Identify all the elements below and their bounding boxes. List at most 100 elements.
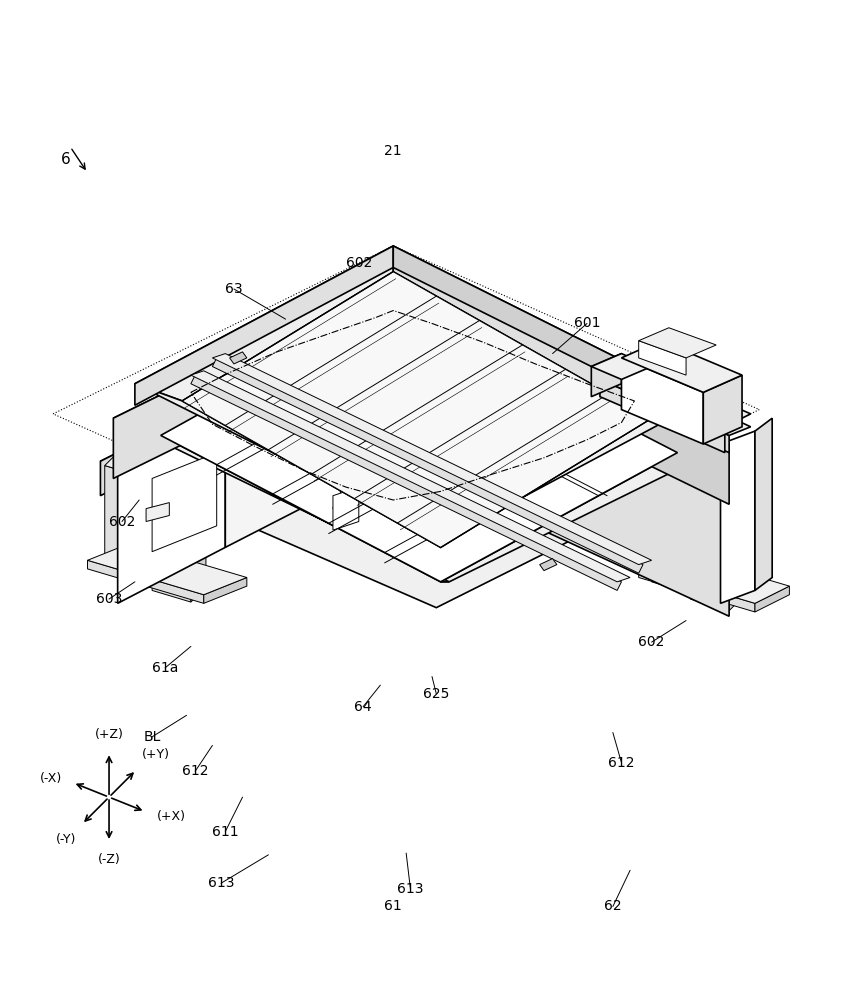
Polygon shape bbox=[634, 438, 689, 464]
Polygon shape bbox=[178, 435, 217, 550]
Polygon shape bbox=[161, 306, 677, 582]
Polygon shape bbox=[393, 315, 729, 616]
Polygon shape bbox=[230, 352, 247, 364]
Text: (+Y): (+Y) bbox=[142, 748, 169, 761]
Polygon shape bbox=[621, 341, 742, 392]
Polygon shape bbox=[638, 328, 716, 358]
Polygon shape bbox=[105, 466, 143, 581]
Text: (-X): (-X) bbox=[40, 772, 61, 785]
Polygon shape bbox=[152, 472, 206, 499]
Polygon shape bbox=[690, 475, 705, 593]
Text: 62: 62 bbox=[604, 899, 622, 913]
Text: 612: 612 bbox=[182, 764, 208, 778]
Text: BL: BL bbox=[143, 730, 161, 744]
Text: 64: 64 bbox=[354, 700, 372, 714]
Polygon shape bbox=[686, 410, 725, 453]
Polygon shape bbox=[393, 246, 703, 418]
Polygon shape bbox=[135, 403, 188, 430]
Text: 603: 603 bbox=[96, 592, 122, 606]
Text: (-Y): (-Y) bbox=[56, 833, 76, 846]
Polygon shape bbox=[146, 503, 169, 522]
Polygon shape bbox=[393, 280, 729, 453]
Polygon shape bbox=[634, 453, 673, 568]
Polygon shape bbox=[182, 272, 651, 547]
Polygon shape bbox=[143, 462, 159, 581]
Text: 21: 21 bbox=[384, 144, 402, 158]
Polygon shape bbox=[113, 280, 393, 435]
Polygon shape bbox=[393, 315, 729, 496]
Polygon shape bbox=[113, 280, 393, 478]
Polygon shape bbox=[191, 484, 206, 602]
Polygon shape bbox=[686, 397, 751, 427]
Polygon shape bbox=[152, 487, 191, 602]
Text: 613: 613 bbox=[397, 882, 423, 896]
Polygon shape bbox=[690, 481, 744, 507]
Polygon shape bbox=[217, 432, 232, 550]
Polygon shape bbox=[703, 375, 742, 444]
Polygon shape bbox=[595, 435, 634, 550]
Text: 6: 6 bbox=[61, 152, 71, 167]
Polygon shape bbox=[333, 487, 359, 530]
Polygon shape bbox=[393, 246, 703, 422]
Polygon shape bbox=[638, 552, 790, 603]
Polygon shape bbox=[135, 246, 393, 401]
Polygon shape bbox=[213, 358, 643, 573]
Polygon shape bbox=[337, 478, 359, 522]
Polygon shape bbox=[191, 371, 630, 582]
Polygon shape bbox=[118, 401, 226, 603]
Polygon shape bbox=[105, 450, 159, 477]
Text: 602: 602 bbox=[109, 515, 135, 529]
Text: 61a: 61a bbox=[152, 661, 178, 675]
Polygon shape bbox=[226, 315, 393, 547]
Polygon shape bbox=[591, 354, 651, 379]
Polygon shape bbox=[135, 418, 174, 533]
Text: 602: 602 bbox=[346, 256, 372, 270]
Polygon shape bbox=[755, 586, 790, 612]
Text: 625: 625 bbox=[423, 687, 449, 701]
Polygon shape bbox=[755, 418, 772, 590]
Polygon shape bbox=[651, 478, 690, 593]
Text: 611: 611 bbox=[212, 825, 238, 839]
Polygon shape bbox=[174, 415, 188, 533]
Text: (-Z): (-Z) bbox=[98, 853, 120, 866]
Polygon shape bbox=[638, 569, 755, 612]
Text: (+Z): (+Z) bbox=[94, 728, 124, 741]
Polygon shape bbox=[152, 453, 217, 552]
Text: 612: 612 bbox=[608, 756, 635, 770]
Polygon shape bbox=[135, 384, 445, 547]
Polygon shape bbox=[100, 315, 729, 608]
Polygon shape bbox=[673, 449, 689, 568]
Polygon shape bbox=[621, 358, 703, 444]
Polygon shape bbox=[651, 463, 705, 490]
Polygon shape bbox=[600, 367, 751, 435]
Polygon shape bbox=[600, 379, 729, 453]
Polygon shape bbox=[178, 420, 232, 447]
Polygon shape bbox=[191, 375, 621, 590]
Polygon shape bbox=[182, 272, 651, 547]
Polygon shape bbox=[441, 444, 729, 582]
Text: 601: 601 bbox=[574, 316, 600, 330]
Polygon shape bbox=[87, 560, 204, 603]
Polygon shape bbox=[634, 432, 650, 550]
Polygon shape bbox=[721, 431, 755, 603]
Text: 63: 63 bbox=[226, 282, 243, 296]
Polygon shape bbox=[135, 246, 393, 405]
Polygon shape bbox=[100, 315, 393, 496]
Text: 61: 61 bbox=[384, 899, 402, 913]
Polygon shape bbox=[87, 543, 247, 595]
Polygon shape bbox=[729, 492, 744, 611]
Polygon shape bbox=[540, 559, 557, 571]
Text: (+X): (+X) bbox=[156, 810, 186, 823]
Polygon shape bbox=[213, 354, 651, 565]
Text: 602: 602 bbox=[638, 635, 664, 649]
Polygon shape bbox=[638, 341, 686, 375]
Polygon shape bbox=[595, 420, 650, 447]
Polygon shape bbox=[393, 280, 729, 504]
Text: 613: 613 bbox=[207, 876, 234, 890]
Polygon shape bbox=[204, 578, 247, 603]
Polygon shape bbox=[113, 418, 449, 582]
Polygon shape bbox=[441, 401, 703, 547]
Polygon shape bbox=[591, 354, 621, 397]
Polygon shape bbox=[690, 496, 729, 611]
Polygon shape bbox=[53, 246, 759, 578]
